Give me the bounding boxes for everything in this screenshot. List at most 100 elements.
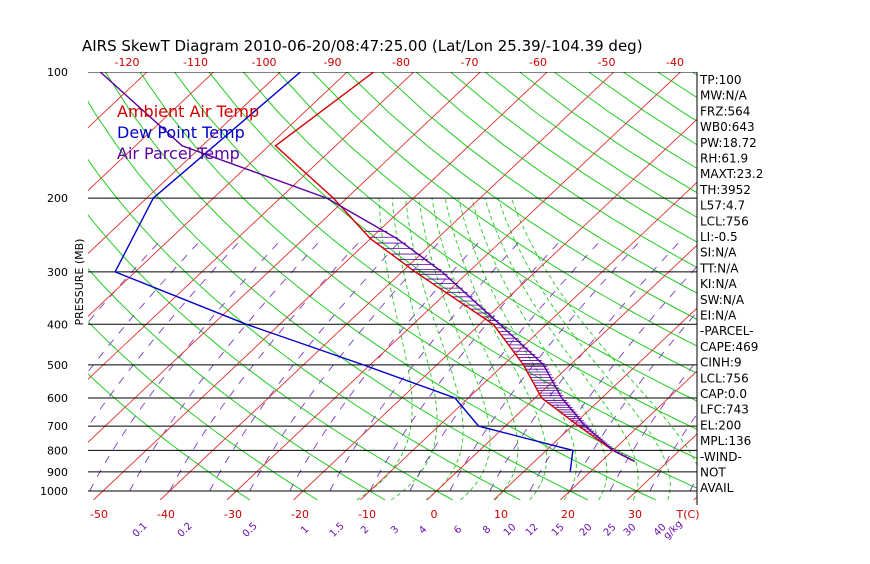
moist-adiabat <box>405 198 463 500</box>
top-tick-label: -70 <box>461 56 479 69</box>
top-tick-label: -80 <box>392 56 410 69</box>
moist-adiabat <box>445 198 547 500</box>
index-entry: KI:N/A <box>700 277 737 291</box>
moist-adiabat <box>419 198 490 500</box>
bottom-tick-label: -20 <box>291 508 309 521</box>
bottom-tick-label: -10 <box>358 508 376 521</box>
dry-adiabat <box>485 72 870 500</box>
mixing-ratio-label: 12 <box>524 522 541 539</box>
isotherm <box>494 63 870 500</box>
index-entry: MW:N/A <box>700 89 748 103</box>
legend: Ambient Air Temp Dew Point Temp Air Parcel… <box>117 102 259 163</box>
mixing-ratio-line <box>770 239 870 491</box>
index-entry: AVAIL <box>700 481 734 495</box>
index-entry: TT:N/A <box>699 261 739 275</box>
index-entry: LFC:743 <box>700 403 749 417</box>
index-entry: WB0:643 <box>700 120 755 134</box>
bottom-tick-label: -30 <box>224 508 242 521</box>
mixing-ratio-label: 30 <box>622 522 639 539</box>
dry-adiabat <box>209 72 859 500</box>
index-entry: CINH:9 <box>700 356 742 370</box>
mixing-ratio-label: 2 <box>359 524 371 536</box>
mixing-ratio-label: 1 <box>299 524 311 536</box>
bottom-tick-label: T(C) <box>676 508 700 521</box>
mixing-ratio-label: 0.2 <box>176 521 195 540</box>
index-entry: TP:100 <box>699 73 742 87</box>
mixing-ratio-label: 15 <box>550 522 567 539</box>
dry-adiabat <box>416 72 870 500</box>
mixing-ratio-line <box>810 239 870 491</box>
mixing-ratio-label: 6 <box>452 524 464 536</box>
bottom-tick-label: 0 <box>431 508 438 521</box>
mixing-ratio-label: 3 <box>389 524 401 536</box>
index-entry: MPL:136 <box>700 434 751 448</box>
index-entry: LCL:756 <box>700 214 749 228</box>
isotherm <box>427 63 870 500</box>
index-entry: SI:N/A <box>700 246 737 260</box>
pressure-tick-label: 800 <box>47 444 68 457</box>
pressure-tick-label: 400 <box>47 318 68 331</box>
top-tick-label: -60 <box>529 56 547 69</box>
bottom-tick-label: -40 <box>157 508 175 521</box>
pressure-tick-label: 600 <box>47 392 68 405</box>
bottom-tick-label: -50 <box>90 508 108 521</box>
chart-title: AIRS SkewT Diagram 2010-06-20/08:47:25.0… <box>82 37 643 55</box>
dry-adiabat <box>347 72 870 500</box>
pressure-tick-label: 500 <box>47 359 68 372</box>
top-tick-label: -120 <box>115 56 140 69</box>
isotherm <box>0 63 23 500</box>
y-axis-label: PRESSURE (MB) <box>73 239 86 326</box>
bottom-tick-label: 20 <box>561 508 575 521</box>
pressure-tick-label: 1000 <box>40 485 68 498</box>
top-tick-label: -100 <box>252 56 277 69</box>
top-tick-label: -50 <box>598 56 616 69</box>
pressure-tick-label: 100 <box>47 66 68 79</box>
index-entry: LCL:756 <box>700 371 749 385</box>
index-entry: MAXT:23.2 <box>700 167 763 181</box>
pressure-tick-label: 900 <box>47 466 68 479</box>
index-entry: PW:18.72 <box>700 136 757 150</box>
index-entry: EL:200 <box>700 418 741 432</box>
mixing-ratio-label: 0.5 <box>241 521 260 540</box>
index-entry: FRZ:564 <box>700 104 750 118</box>
pressure-tick-label: 700 <box>47 420 68 433</box>
top-tick-label: -90 <box>324 56 342 69</box>
pressure-tick-label: 200 <box>47 192 68 205</box>
index-entry: NOT <box>700 466 726 480</box>
index-entry: CAP:0.0 <box>700 387 747 401</box>
index-entry: LI:-0.5 <box>700 230 738 244</box>
isotherm <box>27 63 490 500</box>
index-entry: CAPE:469 <box>700 340 758 354</box>
mixing-ratio-label: 4 <box>417 524 429 536</box>
index-entry: TH:3952 <box>699 183 751 197</box>
legend-entry: Dew Point Temp <box>117 123 245 142</box>
mixing-ratio-label: 20 <box>578 522 595 539</box>
index-entry: RH:61.9 <box>700 152 748 166</box>
mixing-ratio-line <box>730 239 870 491</box>
index-entry: L57:4.7 <box>700 199 745 213</box>
top-tick-label: -110 <box>183 56 208 69</box>
mixing-ratio-label: 0.1 <box>131 521 150 540</box>
mixing-ratio-label: 8 <box>481 524 493 536</box>
mixing-ratio-label: 10 <box>502 522 519 539</box>
mixing-ratio-label: 1.5 <box>328 521 347 540</box>
pressure-tick-label: 300 <box>47 266 68 279</box>
legend-entry: Ambient Air Temp <box>117 102 259 121</box>
dry-adiabat <box>36 72 520 500</box>
isotherm <box>227 63 690 500</box>
index-entry: -PARCEL- <box>700 324 754 338</box>
bottom-tick-label: 10 <box>494 508 508 521</box>
dry-adiabat <box>278 72 870 500</box>
moist-adiabat <box>498 198 670 500</box>
moist-adiabat <box>485 198 638 500</box>
top-tick-label: -40 <box>666 56 684 69</box>
index-entry: EI:N/A <box>700 309 737 323</box>
mixing-ratio-label: g/kg <box>662 519 685 542</box>
dry-adiabat <box>382 72 870 500</box>
mixing-ratio-label: 25 <box>602 522 619 539</box>
legend-entry: Air Parcel Temp <box>117 144 240 163</box>
index-entry: -WIND- <box>700 450 742 464</box>
